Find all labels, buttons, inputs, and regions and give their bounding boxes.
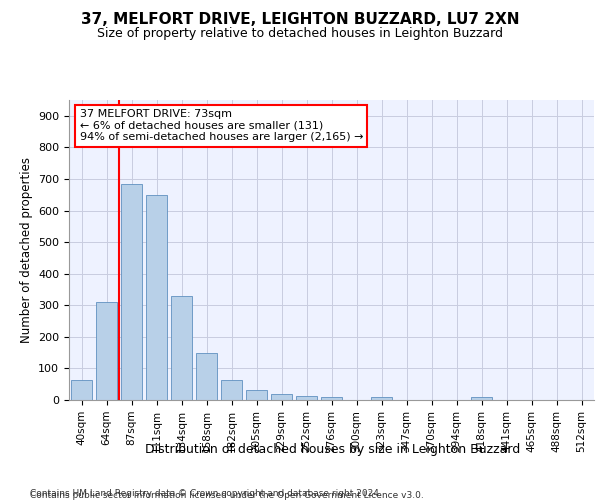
Y-axis label: Number of detached properties: Number of detached properties <box>20 157 32 343</box>
Bar <box>121 184 142 400</box>
Bar <box>246 390 267 400</box>
Text: Contains HM Land Registry data © Crown copyright and database right 2024.: Contains HM Land Registry data © Crown c… <box>30 488 382 498</box>
Text: Contains public sector information licensed under the Open Government Licence v3: Contains public sector information licen… <box>30 491 424 500</box>
Bar <box>296 396 317 400</box>
Bar <box>96 302 117 400</box>
Bar <box>321 397 342 400</box>
Bar <box>221 380 242 400</box>
Text: Size of property relative to detached houses in Leighton Buzzard: Size of property relative to detached ho… <box>97 28 503 40</box>
Text: Distribution of detached houses by size in Leighton Buzzard: Distribution of detached houses by size … <box>145 442 521 456</box>
Bar <box>171 296 192 400</box>
Bar <box>146 194 167 400</box>
Bar <box>471 398 492 400</box>
Bar <box>271 394 292 400</box>
Text: 37, MELFORT DRIVE, LEIGHTON BUZZARD, LU7 2XN: 37, MELFORT DRIVE, LEIGHTON BUZZARD, LU7… <box>81 12 519 28</box>
Bar <box>71 380 92 400</box>
Bar <box>371 397 392 400</box>
Text: 37 MELFORT DRIVE: 73sqm
← 6% of detached houses are smaller (131)
94% of semi-de: 37 MELFORT DRIVE: 73sqm ← 6% of detached… <box>79 109 363 142</box>
Bar <box>196 354 217 400</box>
